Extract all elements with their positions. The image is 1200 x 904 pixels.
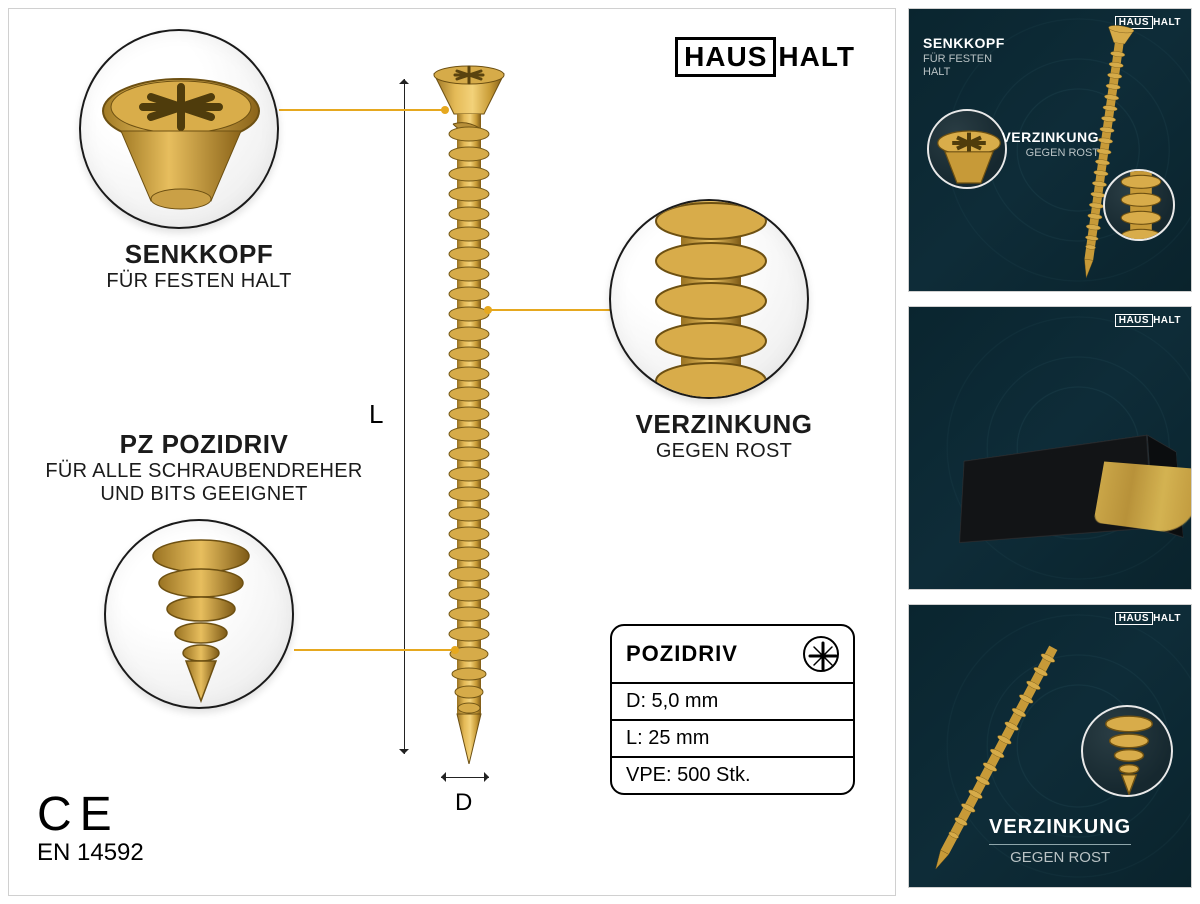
label-pozidriv-title: PZ POZIDRIV: [29, 429, 379, 460]
thumbnail-2[interactable]: HAUSHALT: [908, 306, 1192, 590]
label-senkkopf-sub: FÜR FESTEN HALT: [49, 270, 349, 293]
thumb3-tip-circle: [1081, 705, 1173, 797]
dimension-line-diameter: [441, 777, 489, 778]
ce-mark: CE: [37, 791, 144, 839]
thumb2-brand: HAUSHALT: [1115, 315, 1181, 326]
callout-line-head: [279, 109, 444, 111]
brand-logo: HAUSHALT: [675, 37, 855, 77]
main-product-panel: HAUSHALT L D: [8, 8, 896, 896]
spec-row-l: L: 25 mm: [612, 719, 853, 756]
dimension-label-l: L: [369, 399, 383, 430]
thumbnail-1[interactable]: HAUSHALT SENKKOPF FÜR FESTEN HALT VERZIN…: [908, 8, 1192, 292]
thumb1-label-senk: SENKKOPF FÜR FESTEN HALT: [923, 35, 1005, 80]
brand-part1: HAUS: [675, 37, 776, 77]
thumb3-label-verz: VERZINKUNG GEGEN ROST: [989, 815, 1131, 868]
screw-illustration: [429, 64, 509, 764]
label-senkkopf-title: SENKKOPF: [49, 239, 349, 270]
spec-head: POZIDRIV: [612, 626, 853, 682]
brand-part2: HALT: [778, 41, 855, 73]
label-pozidriv-sub2: UND BITS GEEIGNET: [29, 483, 379, 506]
detail-head-circle: [79, 29, 279, 229]
thumbnail-column: HAUSHALT SENKKOPF FÜR FESTEN HALT VERZIN…: [908, 8, 1192, 896]
dimension-label-d: D: [455, 789, 472, 817]
spec-head-label: POZIDRIV: [626, 641, 738, 667]
spec-row-vpe: VPE: 500 Stk.: [612, 756, 853, 793]
callout-line-thread: [489, 309, 614, 311]
thumb1-label-verz: VERZINKUNG GEGEN ROST: [1001, 129, 1099, 160]
spec-row-d: D: 5,0 mm: [612, 682, 853, 719]
thumbnail-3[interactable]: HAUSHALT VERZINKUNG GEGEN ROST: [908, 604, 1192, 888]
pozidriv-icon: [803, 636, 839, 672]
callout-line-tip: [294, 649, 454, 651]
label-senkkopf: SENKKOPF FÜR FESTEN HALT: [49, 239, 349, 293]
label-verzinkung-sub: GEGEN ROST: [594, 440, 854, 463]
label-pozidriv: PZ POZIDRIV FÜR ALLE SCHRAUBENDREHER UND…: [29, 429, 379, 506]
label-verzinkung-title: VERZINKUNG: [594, 409, 854, 440]
cert-standard: EN 14592: [37, 839, 144, 867]
detail-tip-circle: [104, 519, 294, 709]
dimension-line-length: [404, 79, 405, 754]
spec-box: POZIDRIV D: 5,0 mm L: 25 mm VPE: 500 Stk…: [610, 624, 855, 795]
thumb3-brand: HAUSHALT: [1115, 613, 1181, 624]
detail-thread-circle: [609, 199, 809, 399]
label-pozidriv-sub1: FÜR ALLE SCHRAUBENDREHER: [29, 460, 379, 483]
thumb1-thread-circle: [1103, 169, 1175, 241]
label-verzinkung: VERZINKUNG GEGEN ROST: [594, 409, 854, 463]
certification-block: CE EN 14592: [37, 791, 144, 867]
thumb1-head-circle: [927, 109, 1007, 189]
